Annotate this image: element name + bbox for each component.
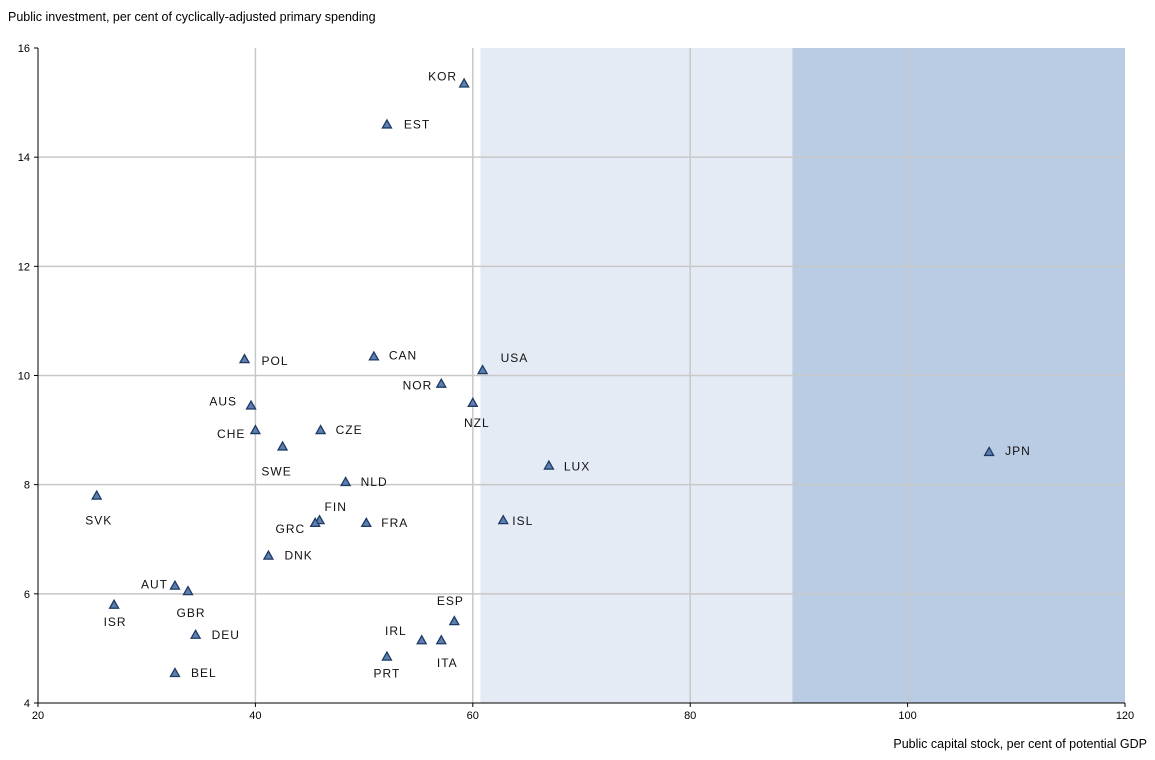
point-label-aus: AUS: [209, 395, 237, 409]
point-che: [249, 424, 262, 435]
point-label-nld: NLD: [361, 475, 388, 489]
point-label-isr: ISR: [104, 615, 127, 629]
point-fra: [360, 517, 372, 528]
x-tick-label: 80: [684, 710, 696, 722]
point-label-aut: AUT: [141, 578, 168, 592]
point-label-kor: KOR: [428, 69, 457, 83]
point-label-isl: ISL: [512, 514, 533, 528]
y-tick-label: 8: [24, 480, 30, 492]
point-deu: [190, 628, 202, 639]
point-label-jpn: JPN: [1005, 444, 1031, 458]
point-label-fin: FIN: [325, 500, 347, 514]
point-nzl: [467, 396, 479, 407]
y-tick-label: 14: [18, 152, 30, 164]
point-label-can: CAN: [389, 348, 417, 362]
x-tick-label: 60: [467, 710, 479, 722]
point-label-nzl: NZL: [464, 416, 490, 430]
y-axis-title: Public investment, per cent of cyclicall…: [8, 10, 376, 24]
point-label-irl: IRL: [385, 624, 407, 638]
y-tick-label: 6: [24, 589, 30, 601]
point-label-gbr: GBR: [176, 606, 205, 620]
point-grc: [309, 517, 321, 528]
point-label-dnk: DNK: [284, 549, 312, 563]
point-swe: [276, 440, 289, 451]
point-label-fra: FRA: [381, 516, 408, 530]
point-aus: [245, 399, 257, 410]
point-label-prt: PRT: [374, 667, 401, 681]
x-tick-label: 20: [32, 710, 44, 722]
point-pol: [238, 353, 251, 364]
y-tick-label: 12: [18, 261, 30, 273]
point-gbr: [182, 585, 194, 596]
point-label-grc: GRC: [276, 522, 306, 536]
point-kor: [458, 77, 470, 88]
point-usa: [476, 364, 489, 375]
point-label-pol: POL: [262, 354, 289, 368]
point-label-nor: NOR: [403, 379, 433, 393]
y-tick-label: 10: [18, 371, 30, 383]
point-label-est: EST: [404, 117, 430, 131]
point-isl: [497, 514, 509, 525]
point-label-lux: LUX: [564, 460, 590, 474]
point-nld: [340, 476, 352, 487]
point-lux: [543, 459, 555, 470]
point-ita: [435, 634, 447, 645]
point-aut: [169, 579, 181, 590]
x-axis-title: Public capital stock, per cent of potent…: [893, 737, 1147, 751]
x-tick-label: 40: [249, 710, 261, 722]
point-label-svk: SVK: [85, 514, 112, 528]
point-label-bel: BEL: [191, 666, 217, 680]
point-label-deu: DEU: [212, 628, 240, 642]
point-label-esp: ESP: [437, 594, 464, 608]
point-label-cze: CZE: [336, 423, 363, 437]
y-tick-label: 4: [24, 698, 30, 710]
point-nor: [435, 377, 447, 388]
point-est: [381, 118, 393, 129]
point-esp: [448, 615, 460, 626]
point-label-ita: ITA: [437, 656, 458, 670]
point-label-usa: USA: [501, 351, 529, 365]
point-bel: [169, 667, 181, 678]
point-isr: [108, 598, 120, 609]
point-prt: [381, 650, 393, 661]
x-tick-label: 120: [1116, 710, 1134, 722]
point-label-swe: SWE: [261, 464, 291, 478]
point-cze: [315, 424, 327, 435]
point-irl: [416, 634, 428, 645]
x-tick-label: 100: [898, 710, 916, 722]
point-svk: [91, 489, 103, 500]
y-tick-label: 16: [18, 43, 30, 55]
point-label-che: CHE: [217, 427, 245, 441]
point-jpn: [983, 446, 995, 457]
point-dnk: [262, 549, 275, 560]
point-can: [368, 350, 380, 361]
